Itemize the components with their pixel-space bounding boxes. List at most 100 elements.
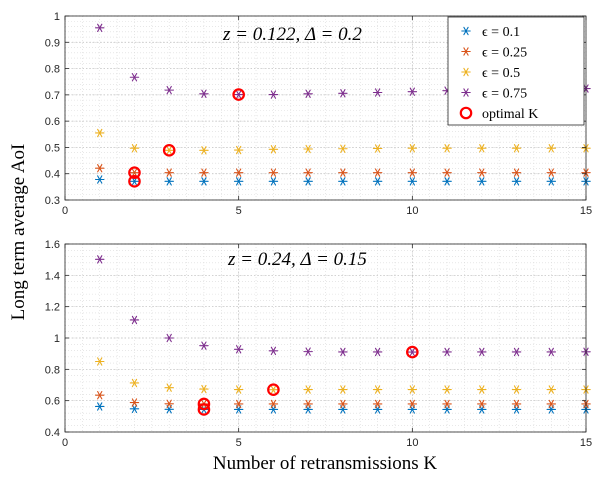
legend-label: optimal K bbox=[482, 107, 538, 122]
data-point-eps_0-25 bbox=[233, 399, 244, 409]
legend-entry: optimal K bbox=[459, 106, 538, 122]
data-point-eps_0-5 bbox=[511, 144, 522, 153]
legend-asterisk-icon bbox=[461, 88, 471, 97]
data-point-eps_0-5 bbox=[442, 144, 452, 153]
data-point-eps_0-75 bbox=[372, 347, 383, 357]
data-point-eps_0-75 bbox=[372, 88, 383, 97]
data-point-eps_0-75 bbox=[511, 347, 522, 357]
legend-asterisk-icon bbox=[461, 67, 471, 77]
data-point-eps_0-1 bbox=[233, 177, 244, 186]
y-tick-label: 0.3 bbox=[45, 195, 60, 207]
data-point-eps_0-5 bbox=[303, 385, 313, 394]
data-point-eps_0-5 bbox=[199, 384, 209, 394]
data-point-eps_0-25 bbox=[511, 399, 522, 409]
data-point-eps_0-25 bbox=[372, 168, 383, 177]
data-point-eps_0-1 bbox=[129, 404, 140, 414]
data-point-eps_0-75 bbox=[407, 347, 418, 357]
x-axis-label: Number of retransmissions K bbox=[213, 453, 438, 474]
data-point-eps_0-5 bbox=[164, 383, 174, 392]
x-tick-label: 0 bbox=[62, 205, 68, 217]
data-point-eps_0-25 bbox=[94, 390, 105, 400]
data-point-eps_0-5 bbox=[164, 146, 174, 155]
data-point-eps_0-25 bbox=[338, 399, 348, 409]
data-point-eps_0-5 bbox=[407, 385, 418, 394]
data-point-eps_0-5 bbox=[94, 128, 105, 138]
y-tick-label: 1 bbox=[54, 333, 60, 345]
data-point-eps_0-5 bbox=[303, 144, 313, 154]
optimal-k-marker bbox=[128, 175, 141, 188]
data-point-eps_0-1 bbox=[546, 177, 557, 186]
data-point-eps_0-25 bbox=[338, 168, 348, 177]
data-point-eps_0-25 bbox=[442, 168, 452, 177]
x-tick-label: 15 bbox=[580, 437, 592, 449]
data-point-eps_0-75 bbox=[199, 341, 209, 350]
data-point-eps_0-75 bbox=[546, 347, 557, 357]
y-tick-label: 0.8 bbox=[45, 64, 60, 76]
data-point-eps_0-5 bbox=[233, 145, 244, 155]
y-tick-label: 1.4 bbox=[45, 270, 60, 282]
data-point-eps_0-25 bbox=[511, 168, 522, 177]
data-point-eps_0-5 bbox=[477, 144, 487, 153]
legend-label: ϵ = 0.25 bbox=[482, 46, 527, 61]
data-point-eps_0-1 bbox=[442, 177, 452, 186]
data-point-eps_0-75 bbox=[164, 333, 174, 343]
y-tick-label: 0.8 bbox=[45, 364, 60, 376]
data-point-eps_0-75 bbox=[303, 89, 313, 99]
optimal-k-marker bbox=[406, 345, 419, 359]
bottom-plot-series bbox=[94, 255, 591, 414]
optimal-k-marker bbox=[162, 144, 176, 157]
data-point-eps_0-5 bbox=[268, 145, 279, 154]
data-point-eps_0-75 bbox=[338, 347, 348, 357]
data-point-eps_0-75 bbox=[407, 87, 418, 96]
legend-entry: ϵ = 0.75 bbox=[461, 87, 527, 102]
x-tick-label: 0 bbox=[62, 437, 68, 449]
data-point-eps_0-25 bbox=[129, 398, 140, 407]
data-point-eps_0-1 bbox=[303, 177, 313, 186]
x-tick-label: 10 bbox=[406, 437, 418, 449]
legend-box bbox=[447, 16, 585, 126]
data-point-eps_0-1 bbox=[477, 177, 487, 186]
data-point-eps_0-1 bbox=[94, 402, 105, 411]
x-tick-label: 5 bbox=[236, 205, 242, 217]
y-tick-label: 0.7 bbox=[45, 90, 60, 102]
top-plot-frame bbox=[64, 15, 587, 201]
data-point-eps_0-1 bbox=[338, 177, 348, 186]
data-point-eps_0-5 bbox=[268, 385, 279, 394]
y-tick-label: 0.4 bbox=[45, 427, 60, 439]
data-point-eps_0-5 bbox=[129, 378, 140, 388]
legend-asterisk-icon bbox=[461, 26, 471, 36]
top-plot-ticks: 0.30.40.50.60.70.80.910 5 10 15 bbox=[45, 11, 592, 217]
data-point-eps_0-75 bbox=[233, 345, 244, 354]
data-point-eps_0-75 bbox=[442, 347, 452, 357]
top-plot-optimal-markers bbox=[128, 88, 245, 188]
data-point-eps_0-75 bbox=[94, 23, 105, 33]
optimal-k-marker bbox=[267, 383, 280, 396]
data-point-eps_0-75 bbox=[94, 255, 105, 264]
legend: ϵ = 0.1 ϵ = 0.25 ϵ = 0.5 ϵ = 0.75 optimal K bbox=[447, 16, 585, 126]
bottom-plot-annotation: z = 0.24, Δ = 0.15 bbox=[227, 249, 367, 270]
data-point-eps_0-25 bbox=[372, 399, 383, 409]
top-plot-annotation: z = 0.122, Δ = 0.2 bbox=[222, 24, 362, 45]
data-point-eps_0-25 bbox=[546, 168, 557, 177]
data-point-eps_0-25 bbox=[407, 399, 418, 409]
data-point-eps_0-25 bbox=[303, 399, 313, 409]
data-point-eps_0-25 bbox=[546, 399, 557, 409]
data-point-eps_0-5 bbox=[129, 144, 140, 153]
data-point-eps_0-1 bbox=[268, 177, 279, 186]
y-tick-label: 1.6 bbox=[45, 239, 60, 251]
y-tick-label: 0.5 bbox=[45, 142, 60, 154]
bottom-plot-ticks: 0.4 0.6 0.8 1 1.2 1.4 1.6 0 5 10 15 bbox=[45, 239, 592, 449]
data-point-eps_0-1 bbox=[407, 177, 418, 186]
optimal-k-marker bbox=[197, 403, 211, 416]
data-point-eps_0-5 bbox=[233, 385, 244, 394]
data-point-eps_0-25 bbox=[268, 399, 279, 409]
data-point-eps_0-25 bbox=[129, 168, 140, 177]
data-point-eps_0-5 bbox=[372, 385, 383, 394]
data-point-eps_0-25 bbox=[164, 168, 174, 177]
data-point-eps_0-75 bbox=[303, 347, 313, 356]
data-point-eps_0-25 bbox=[94, 163, 105, 173]
optimal-k-marker bbox=[197, 397, 211, 411]
data-point-eps_0-75 bbox=[129, 73, 140, 82]
legend-entry: ϵ = 0.5 bbox=[461, 66, 520, 81]
